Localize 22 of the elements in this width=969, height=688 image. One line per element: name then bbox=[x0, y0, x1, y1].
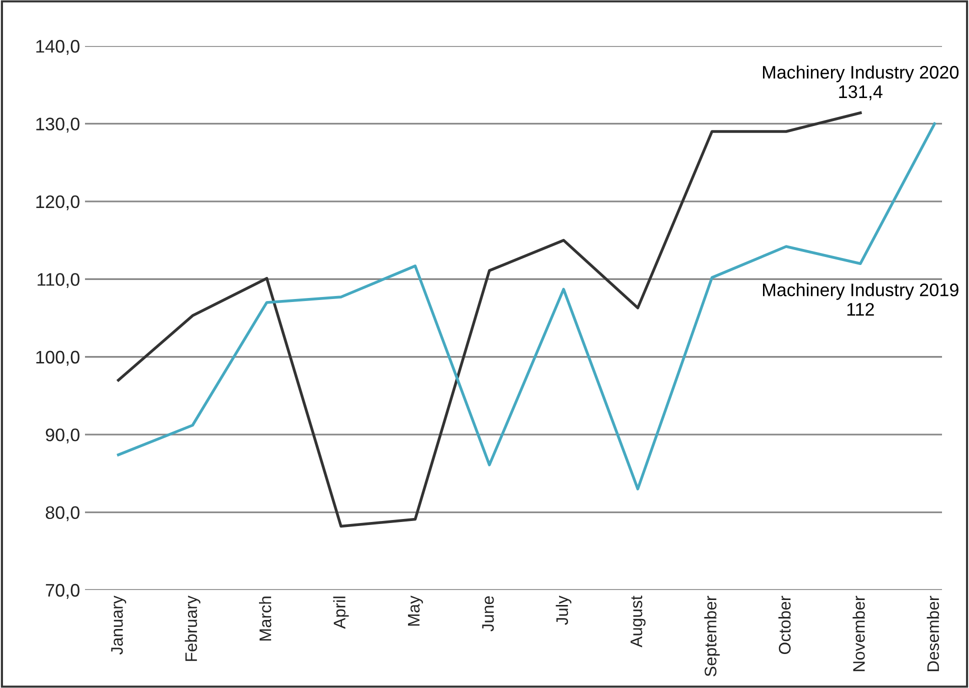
annotation: Machinery Industry 2019 112 bbox=[763, 283, 958, 316]
x-tick-label: Desember bbox=[926, 596, 940, 672]
x-tick-label: January bbox=[111, 596, 126, 655]
y-tick-label: 70,0 bbox=[46, 584, 80, 599]
x-tick-label: July bbox=[556, 596, 572, 625]
y-tick-label: 90,0 bbox=[46, 428, 80, 444]
x-tick-label: October bbox=[778, 596, 791, 654]
x-tick-label: November bbox=[852, 596, 865, 672]
x-tick-label: March bbox=[259, 596, 272, 640]
x-tick-label: May bbox=[408, 596, 423, 626]
y-tick-label: 110,0 bbox=[38, 273, 80, 288]
y-tick-label: 80,0 bbox=[46, 506, 80, 522]
x-tick-label: February bbox=[184, 596, 200, 661]
x-tick-label: April bbox=[333, 596, 349, 629]
y-tick-label: 130,0 bbox=[36, 118, 80, 133]
y-tick-label: 100,0 bbox=[36, 350, 80, 366]
y-tick-label: 120,0 bbox=[36, 195, 80, 210]
x-tick-label: September bbox=[704, 596, 720, 676]
x-tick-label: June bbox=[482, 596, 494, 632]
annotation: Machinery Industry 2020 131,4 bbox=[763, 65, 959, 100]
y-tick-label: 140,0 bbox=[36, 40, 80, 55]
x-tick-label: August bbox=[630, 596, 646, 648]
